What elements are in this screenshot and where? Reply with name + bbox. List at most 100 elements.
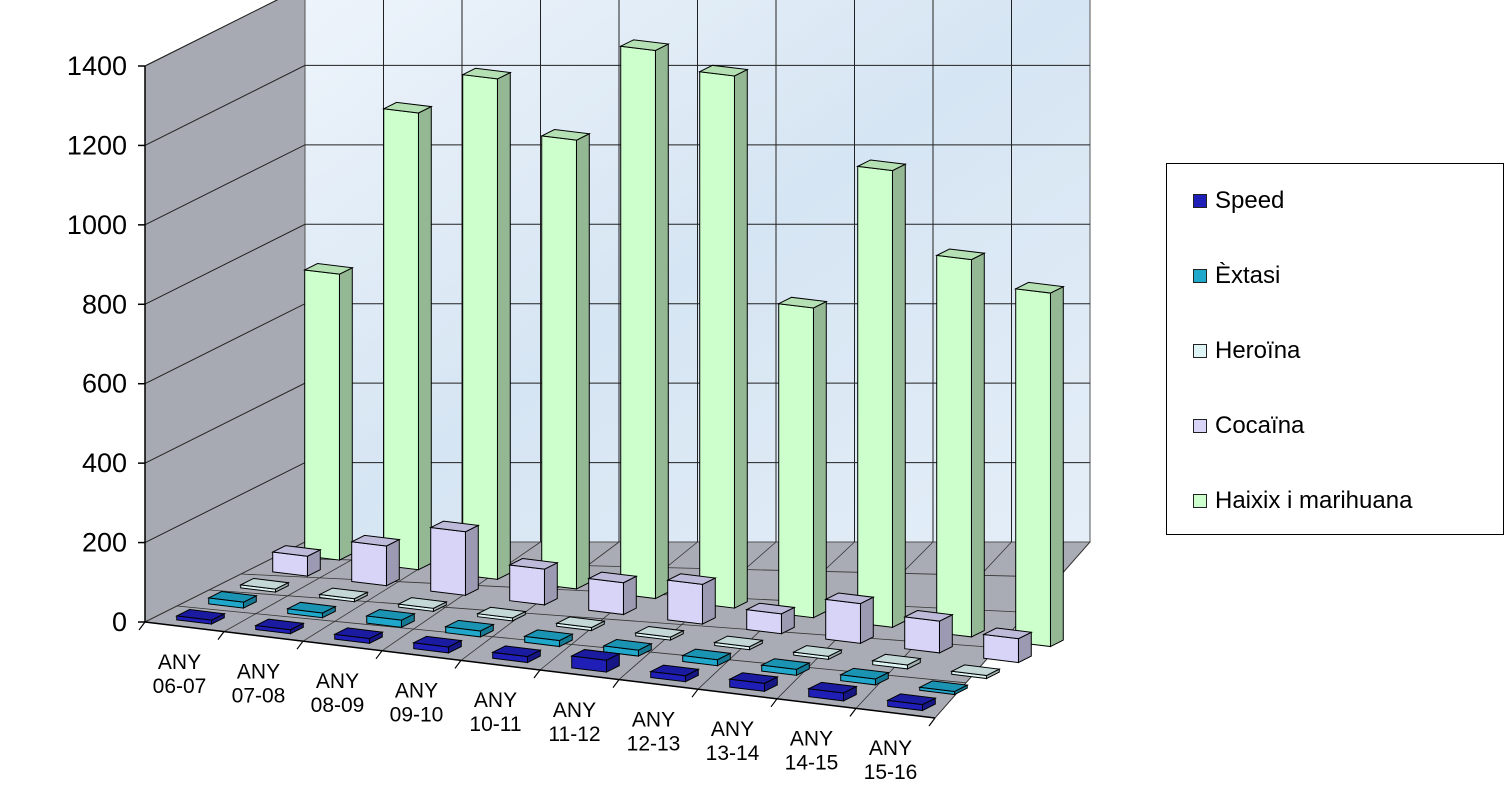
y-tick-label: 600	[82, 369, 127, 399]
bar-top	[619, 39, 670, 51]
bar	[698, 64, 749, 609]
bar-front	[541, 135, 577, 590]
bar	[412, 635, 463, 654]
bar-side	[385, 538, 400, 587]
bar-side	[338, 266, 353, 561]
x-tick-label: ANY 14-15	[785, 728, 839, 775]
bar-side	[1049, 285, 1064, 648]
bar	[350, 534, 401, 587]
bar-top	[207, 591, 258, 603]
bar-top	[839, 667, 890, 680]
bar-top	[918, 680, 969, 693]
bar-side	[496, 71, 511, 581]
legend-label: Speed	[1215, 187, 1285, 214]
bar-top	[303, 263, 354, 275]
bar-top	[523, 629, 574, 642]
bar-front	[351, 541, 387, 587]
bar-front	[983, 633, 1019, 664]
bar-top	[333, 627, 384, 640]
x-tick-label: ANY 10-11	[469, 689, 521, 736]
bar	[666, 573, 717, 625]
bar-front	[462, 74, 498, 580]
x-tick	[375, 650, 383, 660]
bar	[935, 248, 986, 638]
bar-top	[807, 681, 858, 694]
bar-top	[1014, 281, 1065, 294]
bar	[807, 681, 858, 702]
legend-item: Cocaïna	[1193, 411, 1304, 441]
bar	[207, 591, 258, 609]
legend-swatch	[1193, 344, 1207, 358]
bar	[540, 129, 591, 590]
legend-item: Haixix i marihuana	[1193, 486, 1412, 516]
bar-top	[444, 619, 495, 632]
bar-top	[540, 129, 591, 141]
bar-top	[886, 693, 937, 706]
legend-swatch	[1193, 194, 1207, 208]
legend-label: Heroïna	[1215, 337, 1301, 364]
bar	[602, 639, 653, 657]
bar	[839, 667, 890, 686]
bar	[760, 658, 811, 677]
bar-top	[903, 610, 954, 622]
bar-top	[570, 649, 621, 661]
legend-label: Èxtasi	[1215, 262, 1281, 289]
bar	[239, 577, 290, 593]
bar	[856, 159, 907, 629]
bar	[254, 618, 305, 635]
bar-top	[602, 639, 653, 651]
bar-side	[464, 524, 479, 597]
bar-top	[681, 648, 732, 661]
bar	[570, 649, 621, 673]
bar	[461, 67, 512, 581]
x-tick	[296, 640, 304, 650]
bar-front	[588, 577, 624, 616]
bar	[619, 39, 670, 600]
bar-front	[857, 165, 893, 628]
bar	[824, 592, 875, 645]
bar-top	[871, 653, 922, 666]
bar-top	[175, 609, 226, 621]
bar-top	[777, 296, 828, 309]
bar	[903, 610, 954, 654]
x-tick-label: ANY 13-14	[706, 718, 760, 765]
bar	[286, 601, 337, 619]
legend-swatch	[1193, 494, 1207, 508]
bar	[871, 653, 922, 670]
bar-side	[970, 252, 985, 638]
bar	[886, 693, 937, 712]
y-tick-label: 1400	[67, 51, 127, 81]
x-axis: ANY 06-07 ANY 07-08 ANY 08-09 ANY 09-10 ANY 10-11…	[138, 621, 936, 784]
bar-top	[824, 592, 875, 605]
bar-top	[982, 627, 1033, 640]
bar	[476, 606, 527, 622]
bar-side	[654, 43, 669, 600]
bar-top	[286, 601, 337, 614]
bar	[523, 629, 574, 648]
y-axis: 0 200 400 600 800 1000 1200 1400	[67, 51, 146, 637]
gridline	[144, 144, 1090, 226]
bar-top	[429, 520, 480, 533]
bar-side	[701, 577, 716, 625]
x-tick	[849, 708, 857, 717]
bar	[918, 680, 969, 696]
bar	[318, 587, 369, 603]
x-tick-label: ANY 07-08	[232, 660, 286, 707]
bar	[950, 664, 1001, 680]
gridline	[144, 0, 279, 67]
bar-side	[812, 300, 827, 619]
bar-top	[713, 635, 764, 648]
bar	[397, 597, 448, 613]
bar-top	[382, 101, 433, 114]
bar-top	[649, 664, 700, 677]
bar	[649, 664, 700, 683]
y-tick-label: 200	[82, 528, 127, 558]
bar-front	[699, 71, 735, 609]
bar-front	[936, 254, 972, 638]
x-tick-label: ANY 15-16	[864, 737, 918, 784]
bar-front	[383, 108, 419, 571]
bar-side	[891, 163, 906, 629]
legend-item: Èxtasi	[1193, 261, 1280, 291]
bar-top	[508, 558, 559, 570]
